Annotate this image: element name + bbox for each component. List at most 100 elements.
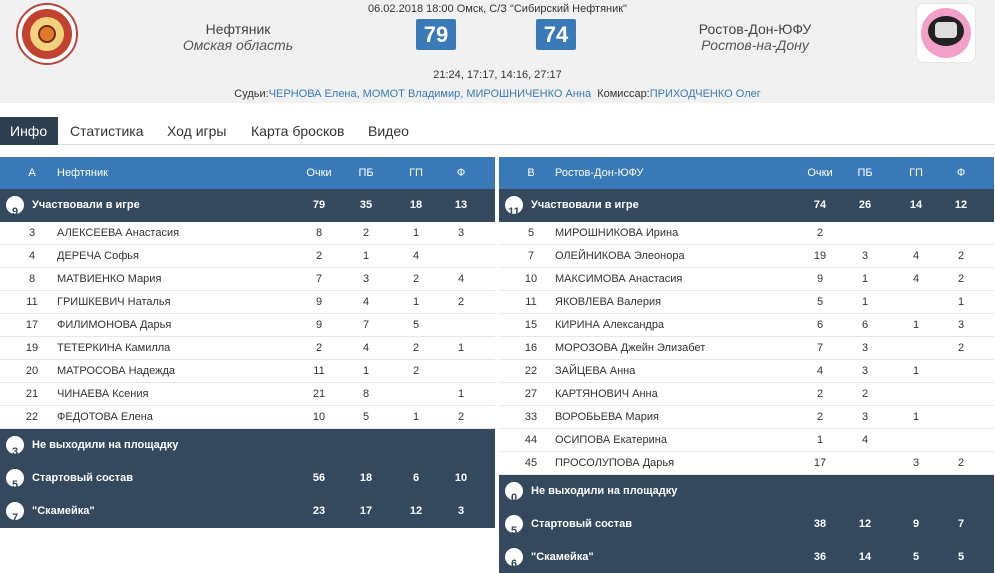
table-row[interactable]: 11 ГРИШКЕВИЧ Наталья 9 4 1 2 [0, 291, 495, 314]
stat-value: 2 [957, 342, 965, 354]
table-row[interactable]: 16 МОРОЗОВА Джейн Элизабет 7 3 2 [499, 337, 994, 360]
stat-value: 12 [954, 199, 968, 211]
tab-statistics[interactable]: Статистика [70, 123, 144, 139]
tab-shot-chart[interactable]: Карта бросков [251, 123, 345, 139]
table-row[interactable]: 27 КАРТЯНОВИЧ Анна 2 2 [499, 383, 994, 406]
stat-value: 13 [454, 199, 468, 211]
stat-value: 1 [412, 227, 420, 239]
player-name[interactable]: КАРТЯНОВИЧ Анна [555, 388, 658, 400]
table-row[interactable]: 10 МАКСИМОВА Анастасия 9 1 4 2 [499, 268, 994, 291]
stat-value: 1 [912, 365, 920, 377]
player-name[interactable]: ПРОСОЛУПОВА Дарья [555, 457, 675, 469]
referees-link[interactable]: ЧЕРНОВА Елена, МОМОТ Владимир, МИРОШНИЧЕ… [268, 88, 592, 100]
commissioner-link[interactable]: ПРИХОДЧЕНКО Олег [649, 88, 761, 100]
player-name[interactable]: ЧИНАЕВА Ксения [57, 388, 149, 400]
stat-value: 10 [312, 411, 326, 423]
referees-label: Судьи: [234, 88, 269, 100]
player-name[interactable]: КИРИНА Александра [555, 319, 665, 331]
stat-value: 1 [362, 365, 370, 377]
dnp-summary-row: 3 Не выходили на площадку [0, 429, 495, 462]
stat-value: 1 [816, 434, 824, 446]
table-row[interactable]: 4 ДЕРЕЧА Софья 2 1 4 [0, 245, 495, 268]
stat-value: 4 [912, 273, 920, 285]
stat-value: 17 [813, 457, 827, 469]
stat-value: 5 [362, 411, 370, 423]
player-number: 20 [25, 365, 39, 377]
played-summary-row: 11 Участвовали в игре 74 26 14 12 [499, 189, 994, 222]
table-row[interactable]: 17 ФИЛИМОНОВА Дарья 9 7 5 [0, 314, 495, 337]
table-row[interactable]: 22 ФЕДОТОВА Елена 10 5 1 2 [0, 406, 495, 429]
player-name[interactable]: ГРИШКЕВИЧ Наталья [57, 296, 171, 308]
player-name[interactable]: ФЕДОТОВА Елена [57, 411, 153, 423]
stat-value: 74 [813, 199, 827, 211]
table-row[interactable]: 22 ЗАЙЦЕВА Анна 4 3 1 [499, 360, 994, 383]
player-name[interactable]: ОЛЕЙНИКОВА Элеонора [555, 250, 685, 262]
summary-label: Не выходили на площадку [32, 439, 179, 451]
player-name[interactable]: МОРОЗОВА Джейн Элизабет [555, 342, 706, 354]
stat-value: 12 [858, 518, 872, 530]
table-row[interactable]: 33 ВОРОБЬЕВА Мария 2 3 1 [499, 406, 994, 429]
stat-value: 3 [957, 319, 965, 331]
stat-value: 1 [362, 250, 370, 262]
table-row[interactable]: 20 МАТРОСОВА Надежда 11 1 2 [0, 360, 495, 383]
stat-value: 19 [813, 250, 827, 262]
column-header: Ф [456, 167, 466, 179]
player-name[interactable]: ЗАЙЦЕВА Анна [555, 365, 636, 377]
player-name[interactable]: ВОРОБЬЕВА Мария [555, 411, 659, 423]
player-name[interactable]: МИРОШНИКОВА Ирина [555, 227, 679, 239]
table-row[interactable]: 21 ЧИНАЕВА Ксения 21 8 1 [0, 383, 495, 406]
player-name[interactable]: ТЕТЕРКИНА Камилла [57, 342, 171, 354]
dnp-summary-row: 0 Не выходили на площадку [499, 475, 994, 508]
stat-value: 5 [957, 551, 965, 563]
player-name[interactable]: ФИЛИМОНОВА Дарья [57, 319, 172, 331]
stat-value: 2 [957, 457, 965, 469]
stat-value: 3 [861, 342, 869, 354]
stat-value: 2 [957, 250, 965, 262]
player-number: 11 [525, 296, 537, 308]
stat-value: 9 [912, 518, 920, 530]
player-name[interactable]: ЯКОВЛЕВА Валерия [555, 296, 662, 308]
tab-play-by-play[interactable]: Ход игры [167, 123, 227, 139]
table-row[interactable]: 11 ЯКОВЛЕВА Валерия 5 1 1 [499, 291, 994, 314]
stat-value: 18 [409, 199, 423, 211]
table-row[interactable]: 7 ОЛЕЙНИКОВА Элеонора 19 3 4 2 [499, 245, 994, 268]
table-row[interactable]: 8 МАТВИЕНКО Мария 7 3 2 4 [0, 268, 495, 291]
player-name[interactable]: АЛЕКСЕЕВА Анастасия [57, 227, 180, 239]
stat-value: 17 [359, 505, 373, 517]
count-badge: 11 [505, 196, 523, 218]
match-header: Нефтяник Омская область 06.02.2018 18:00… [0, 0, 995, 103]
stat-value: 6 [861, 319, 869, 331]
stat-value: 21 [312, 388, 326, 400]
away-score: 74 [536, 19, 576, 50]
table-row[interactable]: 3 АЛЕКСЕЕВА Анастасия 8 2 1 3 [0, 222, 495, 245]
stat-value: 4 [362, 296, 370, 308]
stat-value: 1 [912, 411, 920, 423]
bench-summary-row: 6 "Скамейка" 36 14 5 5 [499, 541, 994, 573]
player-name[interactable]: МАКСИМОВА Анастасия [555, 273, 683, 285]
tab-info[interactable]: Инфо [0, 117, 58, 145]
player-number: 27 [524, 388, 538, 400]
table-header: B Ростов-Дон-ЮФУ Очки ПБ ГП Ф [499, 157, 994, 189]
player-name[interactable]: ОСИПОВА Екатерина [555, 434, 667, 446]
player-name[interactable]: МАТРОСОВА Надежда [57, 365, 176, 377]
stat-value: 35 [359, 199, 373, 211]
player-number: 22 [25, 411, 39, 423]
table-row[interactable]: 19 ТЕТЕРКИНА Камилла 2 4 2 1 [0, 337, 495, 360]
player-name[interactable]: ДЕРЕЧА Софья [57, 250, 139, 262]
table-row[interactable]: 15 КИРИНА Александра 6 6 1 3 [499, 314, 994, 337]
stat-value: 2 [861, 388, 869, 400]
player-name[interactable]: МАТВИЕНКО Мария [57, 273, 162, 285]
table-row[interactable]: 45 ПРОСОЛУПОВА Дарья 17 3 2 [499, 452, 994, 475]
table-row[interactable]: 5 МИРОШНИКОВА Ирина 2 [499, 222, 994, 245]
team-letter: A [28, 167, 36, 179]
table-row[interactable]: 44 ОСИПОВА Екатерина 1 4 [499, 429, 994, 452]
player-number: 17 [25, 319, 39, 331]
stat-value: 1 [861, 296, 869, 308]
stat-value: 7 [362, 319, 370, 331]
stat-value: 56 [312, 472, 326, 484]
stat-value: 2 [315, 342, 323, 354]
count-badge: 5 [505, 515, 523, 537]
tab-video[interactable]: Видео [368, 123, 409, 139]
home-team-region: Омская область [182, 37, 294, 53]
summary-label: "Скамейка" [32, 505, 95, 517]
